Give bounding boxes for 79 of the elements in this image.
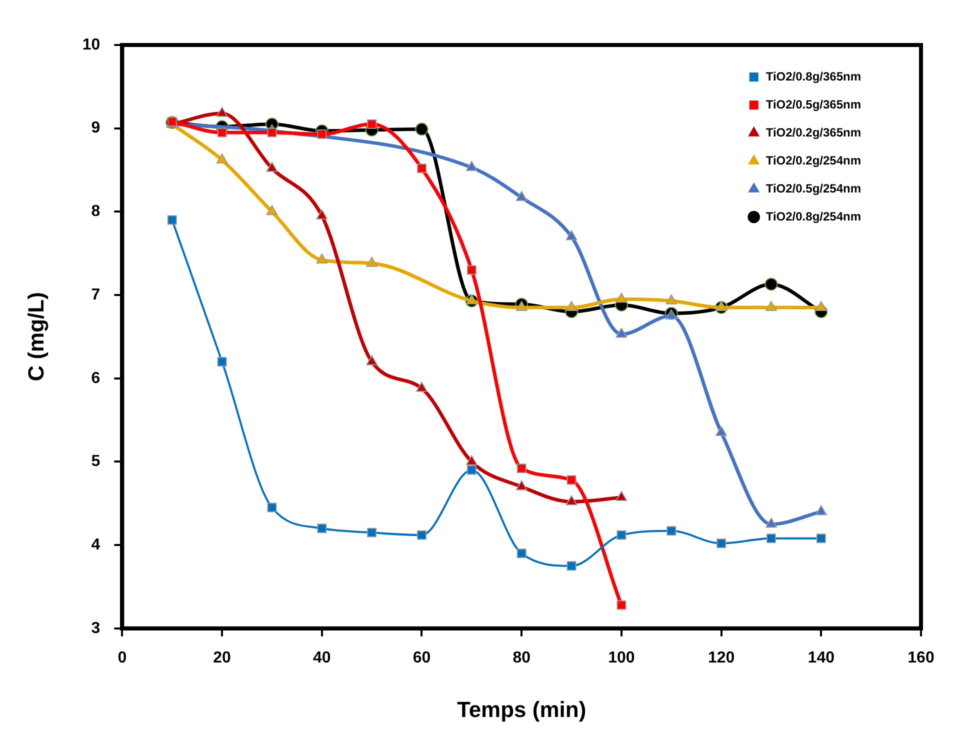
point <box>666 294 678 304</box>
point <box>616 292 628 303</box>
point <box>266 162 278 172</box>
point <box>764 278 778 291</box>
x-tick-label: 160 <box>908 649 934 666</box>
point <box>217 356 227 366</box>
point <box>366 355 378 366</box>
y-tick-label: 7 <box>91 286 100 304</box>
point <box>516 480 528 490</box>
y-tick-label: 4 <box>91 536 100 554</box>
point <box>566 495 578 506</box>
x-axis-title: Temps (min) <box>457 696 586 722</box>
point <box>666 526 676 536</box>
legend-label: TiO2/0.8g/365nm <box>766 69 861 84</box>
legend-label: TiO2/0.5g/254nm <box>766 181 861 196</box>
point <box>516 301 528 312</box>
x-tick-label: 60 <box>412 649 431 666</box>
point <box>716 301 727 312</box>
point <box>766 534 776 544</box>
point <box>466 294 478 304</box>
y-axis-title: C (mg/L) <box>23 292 48 382</box>
point <box>566 301 578 312</box>
legend-label: TiO2/0.5g/365nm <box>766 97 861 112</box>
point <box>417 164 426 174</box>
legend-label: TiO2/0.2g/365nm <box>766 125 861 140</box>
point <box>466 465 476 475</box>
point <box>816 534 826 544</box>
point <box>317 524 327 534</box>
point <box>616 530 626 540</box>
point <box>316 209 328 220</box>
y-tick-label: 9 <box>91 120 100 137</box>
point <box>367 528 377 538</box>
point <box>766 301 777 312</box>
point <box>616 600 626 610</box>
point <box>666 309 678 320</box>
point <box>716 538 726 548</box>
point <box>317 129 327 139</box>
point <box>415 122 428 136</box>
point <box>616 491 628 502</box>
point <box>167 215 177 225</box>
x-tick-label: 140 <box>808 649 835 666</box>
point <box>566 230 578 240</box>
point <box>766 518 777 528</box>
point <box>466 161 478 172</box>
x-tick-label: 40 <box>313 649 331 666</box>
point <box>566 475 576 485</box>
point <box>516 191 528 202</box>
point <box>267 502 277 512</box>
point <box>217 128 227 138</box>
point <box>616 328 628 338</box>
point <box>516 548 526 558</box>
x-tick-label: 80 <box>512 649 531 666</box>
y-tick-label: 3 <box>91 620 100 637</box>
point <box>367 119 377 129</box>
x-tick-label: 100 <box>608 649 635 666</box>
point <box>516 464 526 474</box>
x-tick-label: 20 <box>213 649 232 666</box>
point <box>316 254 328 264</box>
point <box>266 205 278 216</box>
x-tick-label: 0 <box>118 649 127 666</box>
point <box>216 106 228 117</box>
y-tick-label: 5 <box>91 453 100 470</box>
y-tick-label: 6 <box>91 370 100 387</box>
y-tick-label: 8 <box>91 203 100 220</box>
point <box>216 154 228 164</box>
point <box>267 128 277 138</box>
legend-label: TiO2/0.2g/254nm <box>766 153 861 168</box>
x-tick-label: 120 <box>708 649 735 666</box>
point <box>366 256 378 267</box>
point <box>566 561 576 571</box>
point <box>417 530 426 540</box>
point <box>466 455 478 466</box>
point <box>716 426 727 436</box>
point <box>416 382 428 392</box>
point <box>815 301 827 312</box>
point <box>466 265 476 275</box>
y-tick-label: 10 <box>82 36 100 54</box>
legend-label: TiO2/0.8g/254nm <box>766 209 861 224</box>
point <box>815 505 827 516</box>
